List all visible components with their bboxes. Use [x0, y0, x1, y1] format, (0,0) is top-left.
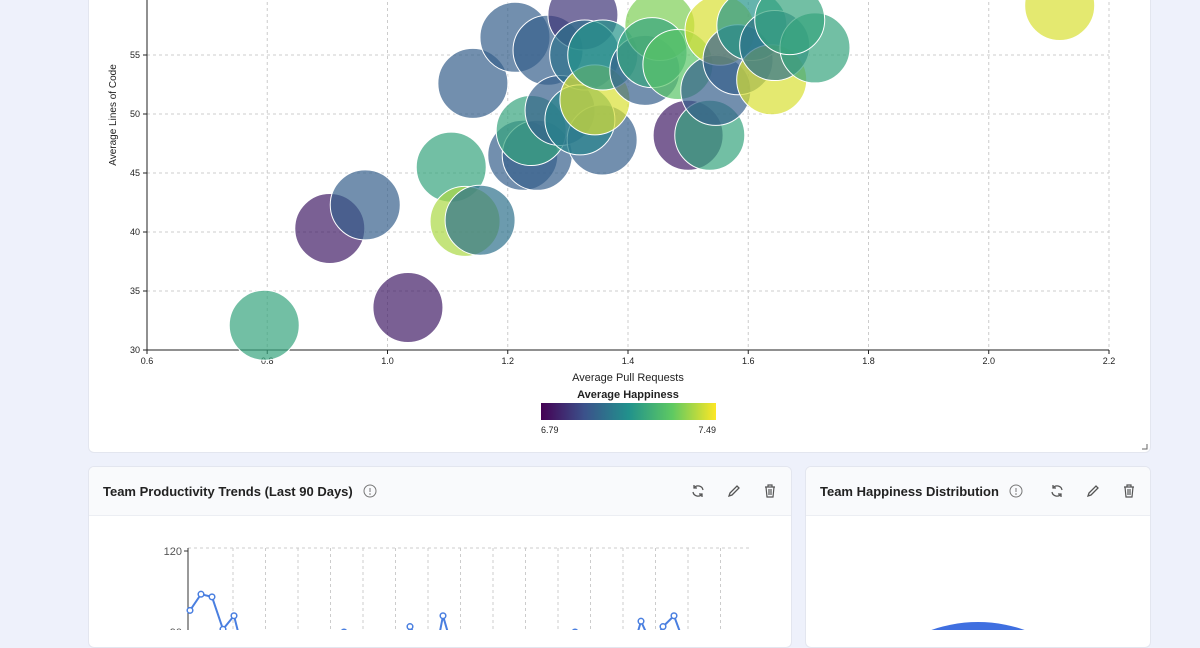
x-tick-label: 2.2: [1103, 356, 1116, 366]
colorbar-title: Average Happiness: [577, 389, 679, 401]
happiness-panel: Team Happiness Distribution: [805, 466, 1151, 648]
x-tick-label: 2.0: [982, 356, 995, 366]
x-tick-label: 1.8: [862, 356, 875, 366]
y-tick-label: 90: [170, 627, 182, 630]
colorbar: [541, 403, 716, 420]
x-tick-label: 0.8: [261, 356, 274, 366]
trend-panel: Team Productivity Trends (Last 90 Days): [88, 466, 792, 648]
y-axis-label: Average Lines of Code: [108, 64, 119, 166]
panel-title: Team Productivity Trends (Last 90 Days): [103, 483, 353, 499]
page: Team Productivity Trends (Last 90 Days) …: [88, 0, 1151, 648]
edit-icon[interactable]: [727, 484, 741, 498]
info-icon[interactable]: [363, 484, 377, 498]
x-tick-label: 1.0: [381, 356, 394, 366]
y-tick-label: 30: [130, 345, 140, 355]
x-tick-label: 1.4: [622, 356, 635, 366]
point: [659, 623, 667, 630]
panel-header: Team Productivity Trends (Last 90 Days): [89, 467, 791, 516]
y-tick-label: 55: [130, 50, 140, 60]
y-tick-label: 35: [130, 286, 140, 296]
point: [208, 593, 216, 601]
panel-title: Team Happiness Distribution: [820, 483, 999, 499]
info-icon[interactable]: [1009, 484, 1023, 498]
charts: 0.6 0.8 1.0 1.2 1.4 1.6 1.8 2.0 2.2 30 35 40 45 50 55 A…: [108, 0, 1148, 630]
bubble: [329, 169, 401, 241]
bubble: [444, 184, 516, 256]
colorbar-label: 7.49: [698, 425, 716, 435]
bubble: [754, 0, 826, 56]
point: [197, 590, 205, 598]
y-tick-label: 40: [130, 227, 140, 237]
delete-icon[interactable]: [763, 484, 777, 498]
line: [189, 593, 681, 630]
point: [219, 625, 227, 630]
bubble: [437, 47, 509, 119]
bubble: [372, 272, 444, 344]
point: [230, 612, 238, 620]
refresh-icon[interactable]: [691, 484, 705, 498]
y-tick-label: 50: [130, 109, 140, 119]
x-tick-label: 1.6: [742, 356, 755, 366]
x-tick-label: 0.6: [141, 356, 154, 366]
refresh-icon[interactable]: [1050, 484, 1064, 498]
bubble: [1024, 0, 1096, 41]
point: [439, 612, 447, 620]
delete-icon[interactable]: [1122, 484, 1136, 498]
point: [637, 617, 645, 625]
panel-header: Team Happiness Distribution: [806, 467, 1150, 516]
point: [186, 606, 194, 614]
bubble: [228, 289, 300, 361]
point: [406, 623, 414, 630]
y-tick-label: 45: [130, 168, 140, 178]
resize-handle[interactable]: [1142, 444, 1148, 450]
colorbar-label: 6.79: [541, 425, 559, 435]
y-tick-label: 120: [164, 546, 182, 558]
edit-icon[interactable]: [1086, 484, 1100, 498]
pie-slice: [931, 622, 1025, 630]
point: [670, 612, 678, 620]
x-tick-label: 1.2: [501, 356, 514, 366]
x-axis-label: Average Pull Requests: [572, 372, 684, 384]
